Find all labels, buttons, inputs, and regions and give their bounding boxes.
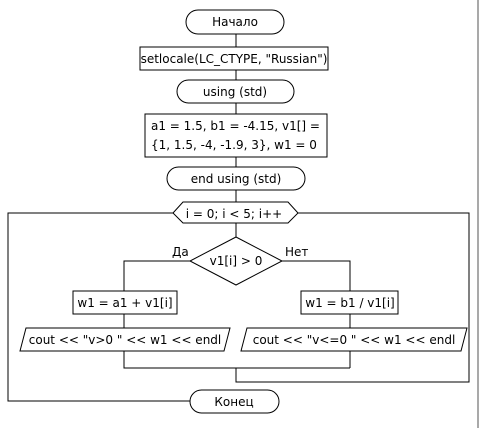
end-using-terminator	[166, 166, 306, 191]
init-process	[144, 113, 328, 158]
window-edge	[477, 0, 479, 428]
init-line1: a1 = 1.5, b1 = -4.15, v1[] =	[151, 119, 320, 133]
no-assign-process	[300, 290, 399, 315]
loop-hexagon	[172, 201, 299, 224]
loop-label: i = 0; i < 5; i++	[186, 207, 282, 221]
end-terminator	[189, 389, 280, 414]
end-using-label: end using (std)	[191, 172, 282, 186]
yes-output-label: cout << "v>0 " << w1 << endl	[29, 333, 222, 347]
no-assign-label: w1 = b1 / v1[i]	[305, 296, 395, 310]
end-label: Конец	[214, 395, 253, 409]
start-label: Начало	[212, 15, 258, 29]
condition-diamond	[188, 236, 284, 286]
yes-branch-label: Да	[172, 245, 189, 259]
setlocale-process	[139, 46, 329, 71]
no-output-label: cout << "v<=0 " << w1 << endl	[253, 333, 456, 347]
setlocale-label: setlocale(LC_CTYPE, "Russian")	[141, 52, 328, 66]
using-label: using (std)	[203, 85, 267, 99]
using-terminator	[176, 79, 295, 104]
start-terminator	[185, 9, 285, 35]
no-output-parallelogram	[240, 327, 468, 352]
connectors	[7, 34, 470, 402]
yes-assign-label: w1 = a1 + v1[i]	[77, 296, 172, 310]
condition-label: v1[i] > 0	[210, 254, 263, 268]
yes-assign-process	[72, 290, 178, 315]
init-line2: {1, 1.5, -4, -1.9, 3}, w1 = 0	[151, 138, 317, 152]
yes-output-parallelogram	[19, 327, 231, 352]
no-branch-label: Нет	[285, 245, 308, 259]
